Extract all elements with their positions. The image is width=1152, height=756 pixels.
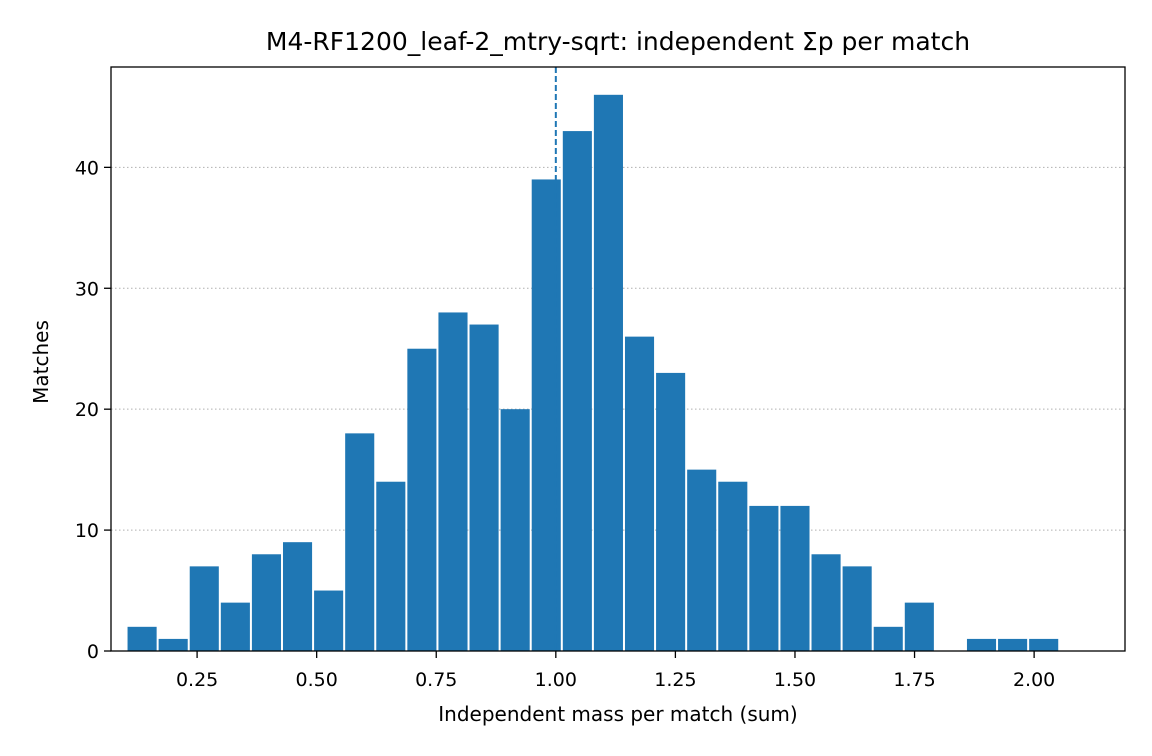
x-tick-label: 1.00 bbox=[535, 669, 577, 691]
plot-frame bbox=[110, 66, 1126, 652]
histogram-bar bbox=[562, 131, 592, 651]
histogram-bar bbox=[811, 554, 841, 651]
histogram-bar bbox=[873, 626, 903, 651]
x-axis-label: Independent mass per match (sum) bbox=[438, 702, 797, 726]
chart-title: M4-RF1200_leaf-2_mtry-sqrt: independent … bbox=[266, 27, 970, 56]
histogram-bar bbox=[904, 602, 934, 651]
histogram-bar bbox=[407, 348, 437, 651]
histogram-bar bbox=[469, 324, 499, 651]
histogram-bar bbox=[500, 409, 530, 651]
y-tick-label: 0 bbox=[87, 641, 99, 663]
y-tick-label: 40 bbox=[75, 157, 99, 179]
histogram-bar bbox=[687, 469, 717, 651]
histogram-bar bbox=[127, 626, 157, 651]
x-tick-label: 2.00 bbox=[1013, 669, 1055, 691]
x-tick-label: 1.50 bbox=[774, 669, 816, 691]
histogram-bar bbox=[189, 566, 219, 651]
histogram-bar bbox=[314, 590, 344, 651]
histogram-bar bbox=[345, 433, 375, 651]
histogram-bar bbox=[438, 312, 468, 651]
x-tick-label: 0.50 bbox=[296, 669, 338, 691]
histogram-bar bbox=[376, 481, 406, 651]
y-tick-label: 30 bbox=[75, 278, 99, 300]
histogram-bar bbox=[624, 336, 655, 651]
histogram-bar bbox=[749, 505, 779, 651]
y-tick-label: 10 bbox=[75, 520, 99, 542]
histogram-bar bbox=[780, 505, 810, 651]
histogram-bar bbox=[718, 481, 748, 651]
histogram-bar bbox=[282, 542, 313, 651]
histogram-bar bbox=[966, 638, 997, 651]
x-tick-label: 1.25 bbox=[654, 669, 696, 691]
histogram-bar bbox=[1029, 638, 1059, 651]
x-axis-ticks: 0.25 0.50 0.75 1.00 1.25 1.50 1.75 2.00 bbox=[176, 651, 1055, 691]
y-axis-ticks: 0 10 20 30 40 bbox=[75, 157, 111, 663]
x-tick-label: 1.75 bbox=[893, 669, 935, 691]
x-tick-label: 0.75 bbox=[415, 669, 457, 691]
histogram-bar bbox=[251, 554, 281, 651]
histogram-bar bbox=[842, 566, 872, 651]
histogram-bar bbox=[158, 638, 188, 651]
histogram-bar bbox=[220, 602, 250, 651]
y-gridlines bbox=[111, 166, 1125, 531]
histogram-bar bbox=[593, 94, 623, 652]
y-tick-label: 20 bbox=[75, 399, 99, 421]
y-axis-label: Matches bbox=[29, 320, 53, 404]
histogram-bar bbox=[998, 638, 1028, 651]
x-tick-label: 0.25 bbox=[176, 669, 218, 691]
bars bbox=[127, 94, 1059, 652]
histogram-bar bbox=[656, 372, 686, 651]
